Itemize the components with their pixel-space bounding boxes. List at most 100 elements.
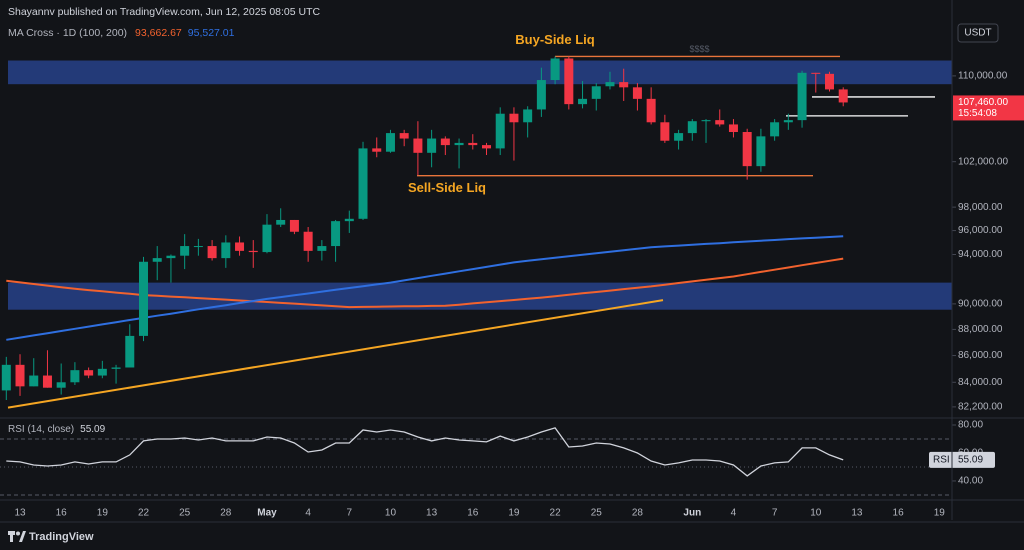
x-tick-label: 19 bbox=[508, 508, 520, 519]
candle-body bbox=[1, 364, 11, 391]
candle-body bbox=[509, 113, 519, 123]
rsi-line bbox=[6, 427, 844, 477]
y-tick-label: 86,000.00 bbox=[958, 350, 1003, 361]
candle-body bbox=[728, 124, 738, 133]
candle-body bbox=[111, 367, 121, 369]
x-tick-label: 22 bbox=[550, 508, 562, 519]
candle-body bbox=[715, 120, 725, 125]
ma-value: 93,662.67 bbox=[135, 27, 182, 39]
x-tick-label: 13 bbox=[14, 508, 26, 519]
candle-body bbox=[674, 133, 684, 141]
x-tick-label: 7 bbox=[347, 508, 353, 519]
candle-body bbox=[838, 89, 848, 103]
candle-body bbox=[344, 218, 354, 222]
candle-body bbox=[495, 113, 505, 149]
candle-body bbox=[152, 258, 162, 262]
candle-body bbox=[56, 382, 66, 388]
candle-body bbox=[797, 72, 807, 121]
candle-body bbox=[331, 221, 341, 247]
x-tick-label: 19 bbox=[934, 508, 946, 519]
candle-body bbox=[536, 80, 546, 110]
price-label: 107,460.00 bbox=[958, 97, 1008, 108]
x-tick-label: 4 bbox=[305, 508, 311, 519]
y-tick-label: 94,000.00 bbox=[958, 249, 1003, 260]
candle-body bbox=[605, 82, 615, 87]
x-tick-label: 10 bbox=[385, 508, 397, 519]
level-tag: $$$$ bbox=[689, 44, 709, 54]
candle-body bbox=[262, 224, 272, 253]
candle-body bbox=[29, 375, 39, 387]
x-tick-label: 19 bbox=[97, 508, 109, 519]
x-tick-label: 28 bbox=[632, 508, 644, 519]
candle-body bbox=[15, 364, 25, 387]
x-tick-label: 25 bbox=[591, 508, 603, 519]
x-tick-label: 16 bbox=[467, 508, 479, 519]
candle-body bbox=[385, 133, 395, 152]
y-tick-label: 84,000.00 bbox=[958, 377, 1003, 388]
candle-body bbox=[468, 142, 478, 146]
y-tick-label: 96,000.00 bbox=[958, 225, 1003, 236]
rsi-tick-label: 40.00 bbox=[958, 476, 983, 487]
candle-body bbox=[413, 138, 423, 153]
y-tick-label: 110,000.00 bbox=[958, 71, 1008, 82]
x-tick-label: 22 bbox=[138, 508, 150, 519]
candle-body bbox=[358, 148, 368, 219]
candle-body bbox=[193, 246, 203, 248]
candle-body bbox=[235, 242, 245, 251]
currency[interactable]: USDT bbox=[964, 28, 991, 39]
candle-body bbox=[454, 142, 464, 146]
level-label: Buy-Side Liq bbox=[515, 32, 595, 47]
level-label: Sell-Side Liq bbox=[408, 180, 486, 195]
rsi-tag-value: 55.09 bbox=[958, 454, 983, 465]
x-tick-label: 25 bbox=[179, 508, 191, 519]
y-tick-label: 98,000.00 bbox=[958, 202, 1003, 213]
candle-body bbox=[84, 370, 94, 376]
candle-body bbox=[783, 120, 793, 123]
rsi-tag: RSI bbox=[933, 454, 950, 465]
rsi-tick-label: 80.00 bbox=[958, 420, 983, 431]
indicator-legend: MA Cross · 1D (100, 200) 93,662.67 95,527.… bbox=[8, 27, 235, 39]
candle-body bbox=[166, 255, 176, 259]
candle-body bbox=[139, 261, 148, 336]
candle-body bbox=[276, 219, 286, 225]
candle-body bbox=[427, 138, 437, 153]
candle-body bbox=[399, 133, 409, 139]
x-tick-label: 16 bbox=[893, 508, 905, 519]
candle-body bbox=[70, 370, 80, 383]
brand: TradingView bbox=[29, 531, 94, 543]
candle-body bbox=[701, 120, 711, 122]
rsi-title: RSI (14, close) bbox=[8, 424, 74, 435]
plot-layer: 110,000.00 102,000.00 98,000.00 96,000.00 94… bbox=[0, 32, 1024, 519]
indicator-name: MA Cross · 1D (100, 200) bbox=[8, 27, 127, 39]
publisher: Shayannv published on TradingView.com, J… bbox=[8, 6, 321, 18]
rsi-legend: RSI (14, close) 55.09 bbox=[8, 424, 106, 435]
candle-body bbox=[482, 145, 491, 149]
y-tick-label: 90,000.00 bbox=[958, 299, 1003, 310]
candle-body bbox=[742, 132, 752, 167]
y-tick-label: 82,200.00 bbox=[958, 402, 1003, 413]
x-tick-label: 4 bbox=[731, 508, 737, 519]
candle-body bbox=[550, 58, 560, 81]
currency-button[interactable] bbox=[957, 23, 999, 43]
candle-body bbox=[578, 98, 588, 105]
x-tick-label: 28 bbox=[220, 508, 232, 519]
candle-body bbox=[248, 250, 258, 253]
candle-body bbox=[317, 246, 327, 251]
x-tick-label: 13 bbox=[426, 508, 438, 519]
candle-body bbox=[125, 335, 135, 368]
candle-body bbox=[687, 121, 697, 134]
candle-body bbox=[97, 368, 107, 376]
ma-value: 95,527.01 bbox=[188, 27, 235, 39]
candle-body bbox=[440, 138, 450, 146]
candle-body bbox=[221, 242, 231, 259]
trendline bbox=[7, 299, 664, 409]
candle-body bbox=[523, 109, 533, 123]
candle-body bbox=[646, 98, 656, 123]
candle-body bbox=[180, 246, 190, 256]
x-tick-label: 10 bbox=[810, 508, 822, 519]
candle-body bbox=[632, 87, 642, 99]
x-tick-label: 7 bbox=[772, 508, 778, 519]
countdown: 15:54:08 bbox=[958, 108, 997, 119]
candle-body bbox=[289, 219, 299, 232]
